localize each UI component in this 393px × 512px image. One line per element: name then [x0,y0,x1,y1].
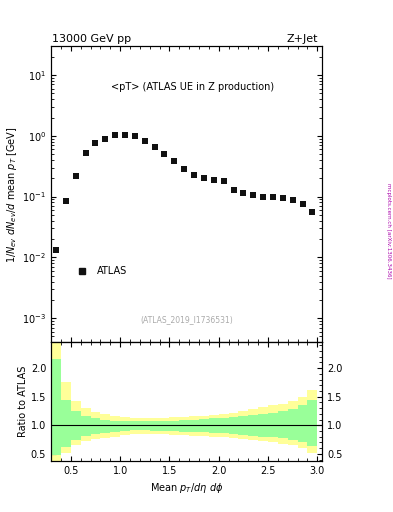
Bar [209,418,219,433]
Bar [169,417,179,435]
Bar [219,418,229,433]
Bar [179,417,189,435]
Bar [150,421,160,431]
Bar [239,411,248,439]
Bar [209,415,219,437]
Text: (ATLAS_2019_I1736531): (ATLAS_2019_I1736531) [140,315,233,325]
Bar [239,416,248,435]
Bar [51,359,61,455]
Text: <pT> (ATLAS UE in Z production): <pT> (ATLAS UE in Z production) [110,81,274,92]
Bar [278,403,288,443]
Bar [179,420,189,432]
Bar [71,401,81,445]
Bar [130,418,140,434]
Bar [248,415,258,436]
Bar [199,416,209,436]
Text: ATLAS: ATLAS [97,266,127,276]
Bar [71,411,81,440]
Bar [298,406,307,442]
Bar [140,418,150,434]
Bar [120,421,130,431]
Bar [140,421,150,431]
Bar [229,417,239,434]
Bar [278,411,288,438]
Bar [100,414,110,438]
Text: mcplots.cern.ch [arXiv:1306.3436]: mcplots.cern.ch [arXiv:1306.3436] [386,183,391,278]
Bar [258,414,268,437]
Bar [288,401,298,445]
Bar [298,397,307,448]
Bar [189,420,199,432]
Y-axis label: Ratio to ATLAS: Ratio to ATLAS [18,366,28,437]
Bar [189,416,199,436]
Bar [90,412,100,439]
Bar [307,400,317,446]
Bar [258,407,268,441]
Bar [150,418,160,435]
Bar [61,382,71,453]
Bar [307,390,317,453]
Bar [100,420,110,433]
Bar [81,416,90,436]
Bar [268,413,278,437]
Bar [90,418,100,434]
Bar [81,408,90,441]
Text: Z+Jet: Z+Jet [287,33,318,44]
Y-axis label: $1/N_{ev}\ dN_{ev}/d$ mean $p_T$ [GeV]: $1/N_{ev}\ dN_{ev}/d$ mean $p_T$ [GeV] [6,126,20,263]
Bar [110,421,120,432]
Text: 13000 GeV pp: 13000 GeV pp [52,33,131,44]
Bar [229,413,239,438]
Bar [288,409,298,440]
X-axis label: Mean $p_T/d\eta\ d\phi$: Mean $p_T/d\eta\ d\phi$ [150,481,223,495]
Bar [199,419,209,432]
Bar [248,409,258,440]
Bar [219,414,229,437]
Bar [268,406,278,442]
Bar [61,399,71,447]
Bar [51,339,61,461]
Bar [169,421,179,431]
Bar [120,417,130,435]
Bar [160,421,169,431]
Bar [110,416,120,437]
Bar [160,418,169,435]
Bar [130,421,140,431]
